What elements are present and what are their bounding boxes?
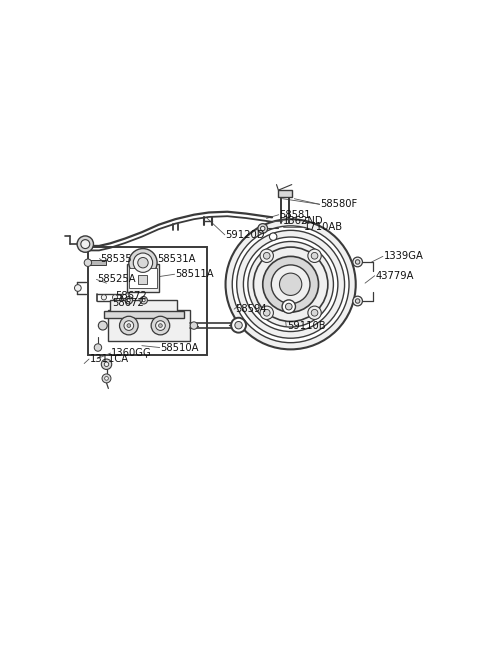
Circle shape bbox=[355, 260, 360, 264]
Circle shape bbox=[261, 226, 265, 231]
Bar bbox=[127, 264, 158, 291]
Text: 1362ND: 1362ND bbox=[282, 215, 323, 226]
Bar bbox=[104, 311, 184, 318]
Circle shape bbox=[140, 297, 147, 304]
Text: 58580F: 58580F bbox=[321, 199, 358, 210]
Circle shape bbox=[105, 377, 108, 381]
Circle shape bbox=[101, 295, 107, 300]
Circle shape bbox=[94, 344, 102, 351]
Circle shape bbox=[308, 306, 321, 320]
Circle shape bbox=[355, 299, 360, 303]
Bar bbox=[108, 310, 190, 341]
Circle shape bbox=[286, 303, 292, 310]
Circle shape bbox=[74, 285, 81, 291]
Text: 58581: 58581 bbox=[279, 210, 311, 219]
Circle shape bbox=[142, 299, 145, 302]
Circle shape bbox=[125, 297, 132, 304]
Text: 58525A: 58525A bbox=[97, 274, 136, 284]
Circle shape bbox=[232, 226, 349, 343]
Circle shape bbox=[258, 223, 267, 233]
Circle shape bbox=[353, 296, 362, 306]
Circle shape bbox=[138, 257, 148, 268]
Circle shape bbox=[104, 362, 109, 367]
Text: 1710AB: 1710AB bbox=[304, 222, 343, 232]
Text: 1311CA: 1311CA bbox=[90, 354, 129, 364]
Text: 58531A: 58531A bbox=[157, 253, 196, 263]
Circle shape bbox=[120, 316, 138, 335]
Circle shape bbox=[231, 318, 246, 333]
Text: 43779A: 43779A bbox=[375, 271, 414, 281]
Bar bbox=[139, 275, 147, 284]
Bar bbox=[88, 247, 207, 355]
Text: 58672: 58672 bbox=[115, 291, 147, 301]
Circle shape bbox=[253, 247, 328, 322]
Circle shape bbox=[235, 322, 242, 329]
Circle shape bbox=[269, 233, 277, 240]
Circle shape bbox=[226, 219, 356, 349]
Text: 58594: 58594 bbox=[235, 304, 266, 314]
Circle shape bbox=[248, 242, 334, 327]
Bar bbox=[88, 261, 106, 265]
Circle shape bbox=[127, 324, 131, 328]
Circle shape bbox=[260, 249, 274, 263]
Circle shape bbox=[353, 257, 362, 267]
Text: 1360GG: 1360GG bbox=[111, 348, 152, 358]
Circle shape bbox=[279, 273, 302, 295]
Circle shape bbox=[124, 321, 133, 330]
Circle shape bbox=[271, 265, 310, 304]
Circle shape bbox=[190, 322, 198, 329]
Circle shape bbox=[151, 316, 170, 335]
Circle shape bbox=[260, 306, 274, 320]
Circle shape bbox=[133, 253, 153, 272]
Circle shape bbox=[264, 252, 270, 259]
Text: 1339GA: 1339GA bbox=[384, 252, 423, 261]
Circle shape bbox=[311, 252, 318, 259]
Text: 58511A: 58511A bbox=[175, 269, 214, 279]
Text: 58672: 58672 bbox=[112, 297, 144, 307]
Circle shape bbox=[243, 237, 338, 331]
Text: 58535: 58535 bbox=[100, 253, 132, 263]
Circle shape bbox=[308, 249, 321, 263]
Bar bbox=[278, 190, 292, 197]
Circle shape bbox=[282, 300, 296, 313]
Text: 58510A: 58510A bbox=[160, 343, 199, 352]
Bar bbox=[129, 267, 157, 288]
Circle shape bbox=[129, 248, 157, 277]
Circle shape bbox=[311, 309, 318, 316]
Circle shape bbox=[102, 374, 111, 383]
Circle shape bbox=[158, 324, 162, 328]
Circle shape bbox=[127, 299, 130, 302]
Circle shape bbox=[263, 256, 319, 312]
Circle shape bbox=[98, 321, 107, 330]
Circle shape bbox=[112, 295, 118, 300]
Circle shape bbox=[237, 231, 345, 338]
Circle shape bbox=[264, 309, 270, 316]
Circle shape bbox=[101, 359, 112, 369]
Text: 59120D: 59120D bbox=[226, 230, 265, 240]
Bar bbox=[110, 300, 177, 312]
Circle shape bbox=[84, 259, 92, 267]
Circle shape bbox=[77, 236, 94, 252]
Circle shape bbox=[81, 240, 90, 248]
Circle shape bbox=[156, 321, 165, 330]
Text: 59110B: 59110B bbox=[287, 321, 325, 331]
